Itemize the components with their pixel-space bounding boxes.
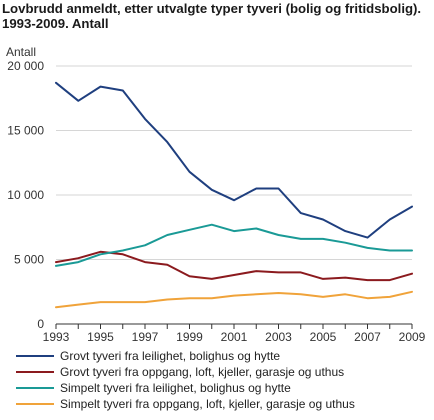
y-tick-label: 15 000 bbox=[7, 124, 44, 138]
legend-label: Simpelt tyveri fra leilighet, bolighus o… bbox=[60, 381, 291, 395]
x-tick-label: 2001 bbox=[221, 330, 248, 344]
x-tick-label: 1993 bbox=[43, 330, 70, 344]
series-line-3 bbox=[55, 223, 413, 267]
legend-label: Simpelt tyveri fra oppgang, loft, kjelle… bbox=[60, 397, 355, 411]
legend-label: Grovt tyveri fra oppgang, loft, kjeller,… bbox=[60, 365, 345, 379]
series-line-1 bbox=[55, 81, 413, 239]
x-tick-label: 2009 bbox=[399, 330, 426, 344]
series-line-2 bbox=[55, 250, 413, 282]
y-tick-label: 10 000 bbox=[7, 188, 44, 202]
legend-item-1: Grovt tyveri fra leilighet, bolighus og … bbox=[16, 348, 426, 364]
legend-label: Grovt tyveri fra leilighet, bolighus og … bbox=[60, 349, 281, 363]
chart-title: Lovbrudd anmeldt, etter utvalgte typer t… bbox=[2, 1, 422, 31]
legend-swatch bbox=[16, 355, 54, 357]
y-tick-label: 20 000 bbox=[7, 59, 44, 73]
line-chart: 0 5 000 10 000 15 000 20 000 1993 1995 1997 1999… bbox=[6, 45, 426, 344]
x-tick-label: 2007 bbox=[354, 330, 381, 344]
tick-labels: 0 5 000 10 000 15 000 20 000 1993 1995 1997 1999… bbox=[7, 59, 425, 344]
legend-item-2: Grovt tyveri fra oppgang, loft, kjeller,… bbox=[16, 364, 426, 380]
y-tick-label: 0 bbox=[37, 317, 44, 331]
y-tick-label: 5 000 bbox=[14, 253, 44, 267]
legend-swatch bbox=[16, 387, 54, 389]
gridlines bbox=[56, 65, 412, 260]
series-layer bbox=[55, 81, 413, 309]
x-tick-label: 1995 bbox=[87, 330, 114, 344]
x-tick-label: 1997 bbox=[132, 330, 159, 344]
x-tick-label: 1999 bbox=[176, 330, 203, 344]
legend-swatch bbox=[16, 371, 54, 373]
series-line-4 bbox=[55, 290, 413, 309]
legend-swatch bbox=[16, 403, 54, 405]
axes bbox=[55, 323, 413, 329]
x-tick-label: 2003 bbox=[265, 330, 292, 344]
legend-item-3: Simpelt tyveri fra leilighet, bolighus o… bbox=[16, 380, 426, 396]
legend: Grovt tyveri fra leilighet, bolighus og … bbox=[16, 348, 426, 412]
legend-item-4: Simpelt tyveri fra oppgang, loft, kjelle… bbox=[16, 396, 426, 412]
y-axis-title: Antall bbox=[6, 45, 36, 59]
x-tick-label: 2005 bbox=[310, 330, 337, 344]
